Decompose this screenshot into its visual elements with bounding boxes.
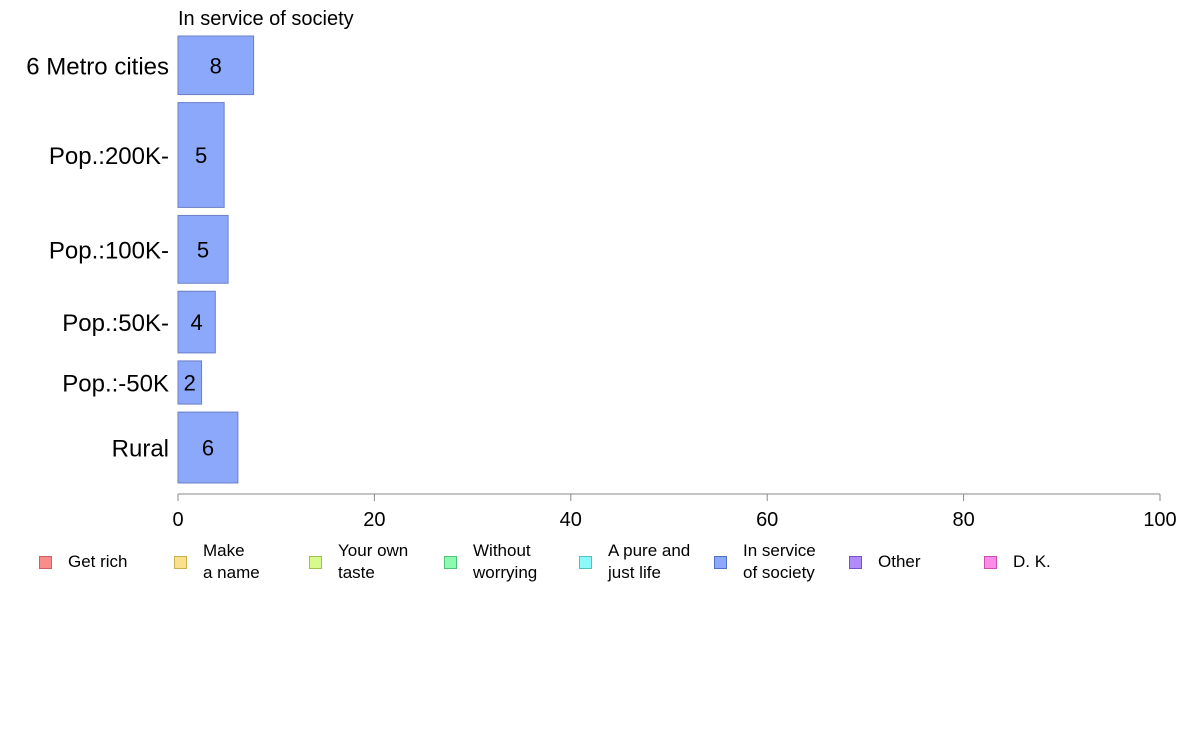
- bar: [177, 411, 239, 484]
- legend-item: In service of society: [714, 540, 816, 584]
- legend-item: Make a name: [174, 540, 260, 584]
- bar: [177, 290, 216, 354]
- legend-swatch: [579, 555, 592, 569]
- category-label: Rural: [112, 436, 169, 463]
- legend-label: In service of society: [743, 541, 816, 582]
- legend-item: Get rich: [39, 540, 128, 584]
- legend-item: D. K.: [984, 540, 1051, 584]
- legend: Get rich Make a name Your own taste Without…: [0, 540, 1188, 600]
- category-label: Pop.:-50K: [62, 371, 169, 398]
- bar: [177, 360, 203, 405]
- x-tick-label: 20: [363, 509, 385, 531]
- legend-item: A pure and just life: [579, 540, 690, 584]
- legend-swatch: [444, 555, 457, 569]
- legend-item: Other: [849, 540, 921, 584]
- legend-label: D. K.: [1013, 552, 1051, 571]
- bar-group: 8 6 Metro cities 5 Pop.:200K- 5 Pop.:100K- 4 Po…: [26, 35, 255, 484]
- legend-swatch: [309, 555, 322, 569]
- category-label: 6 Metro cities: [26, 53, 169, 80]
- x-tick-label: 100: [1143, 509, 1176, 531]
- legend-swatch: [984, 555, 997, 569]
- legend-label: Other: [878, 552, 921, 571]
- x-tick-label: 0: [172, 509, 183, 531]
- x-tick-label: 60: [756, 509, 778, 531]
- bar-value-label: 8: [210, 53, 222, 78]
- legend-label: A pure and just life: [608, 541, 691, 582]
- legend-swatch: [714, 555, 727, 569]
- bar-value-label: 6: [202, 436, 214, 461]
- legend-label: Your own taste: [338, 541, 409, 582]
- legend-item: Your own taste: [309, 540, 408, 584]
- bar-value-label: 4: [191, 310, 203, 335]
- legend-swatch: [39, 555, 52, 569]
- bar-value-label: 5: [197, 237, 209, 262]
- legend-swatch: [174, 555, 187, 569]
- bar: [177, 102, 225, 208]
- legend-label: Without worrying: [473, 541, 538, 582]
- x-axis: 0 20 40 60 80 100: [172, 493, 1177, 531]
- category-label: Pop.:200K-: [49, 143, 169, 170]
- x-tick-label: 40: [560, 509, 582, 531]
- legend-label: Make a name: [203, 541, 260, 582]
- x-tick-label: 80: [952, 509, 974, 531]
- legend-item: Without worrying: [444, 540, 537, 584]
- bar: [177, 35, 255, 96]
- legend-swatch: [849, 555, 862, 569]
- chart-title: In service of society: [178, 8, 354, 30]
- category-label: Pop.:50K-: [62, 310, 169, 337]
- bar-value-label: 2: [184, 371, 196, 396]
- bar-value-label: 5: [195, 143, 207, 168]
- category-label: Pop.:100K-: [49, 237, 169, 264]
- bar: [177, 214, 229, 284]
- bar-chart: In service of society 8 6 Metro cities 5 Po…: [26, 8, 1177, 531]
- legend-label: Get rich: [68, 552, 128, 571]
